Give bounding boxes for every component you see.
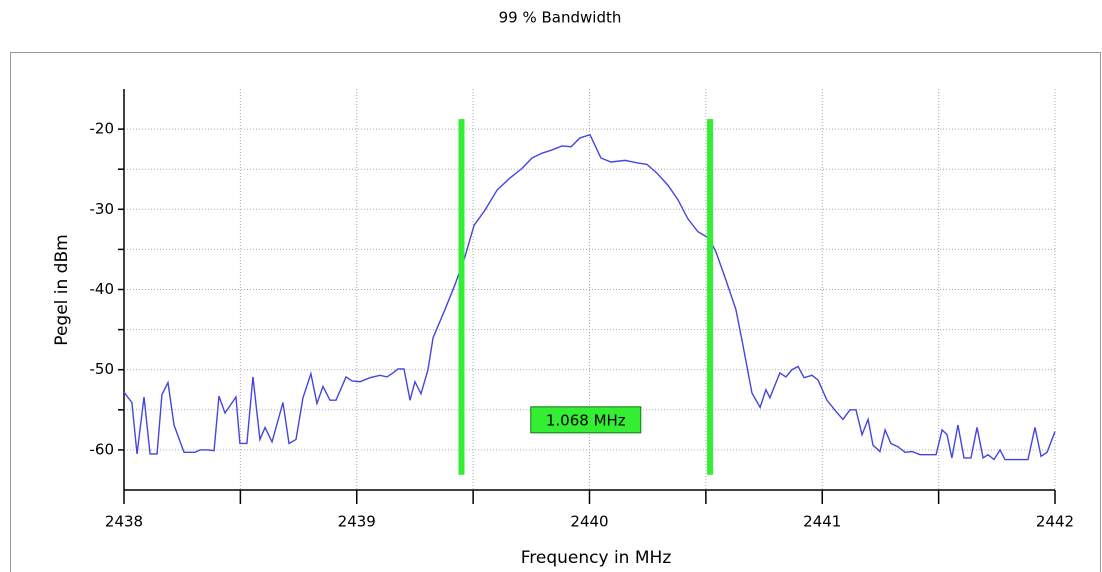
- y-tick-label: -50: [90, 360, 115, 378]
- x-tick-label: 2442: [1036, 513, 1074, 531]
- annotation-box: [530, 406, 642, 434]
- bandwidth-marker: [458, 119, 465, 475]
- x-tick-label: 2439: [338, 513, 376, 531]
- y-tick-label: -20: [90, 120, 115, 138]
- chart-title: 99 % Bandwidth: [499, 9, 622, 27]
- y-tick-label: -60: [90, 440, 115, 458]
- data-line: [123, 133, 1056, 461]
- annotation: 1.068 MHz: [546, 411, 626, 429]
- y-tick-label: -40: [90, 280, 115, 298]
- y-axis-label: Pegel in dBm: [52, 234, 72, 345]
- x-tick-label: 2441: [803, 513, 841, 531]
- bandwidth-marker: [707, 119, 714, 475]
- x-tick-label: 2438: [105, 513, 143, 531]
- frame: [10, 52, 1101, 572]
- y-tick-label: -30: [90, 200, 115, 218]
- x-axis-label: Frequency in MHz: [521, 548, 672, 568]
- x-tick-label: 2440: [570, 513, 608, 531]
